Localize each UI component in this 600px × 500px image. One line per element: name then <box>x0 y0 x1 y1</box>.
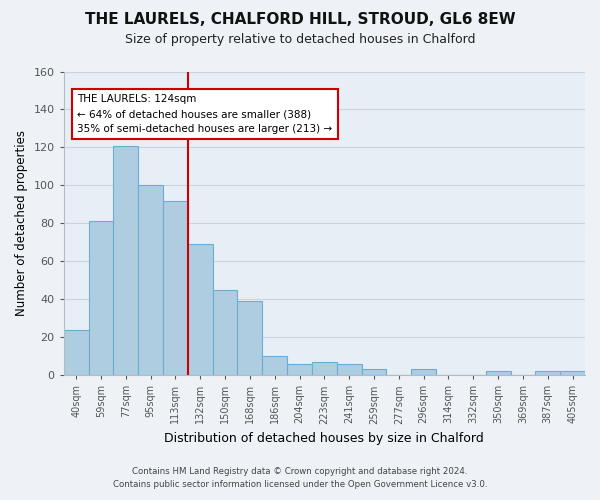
Bar <box>138 186 163 375</box>
Text: Contains HM Land Registry data © Crown copyright and database right 2024.: Contains HM Land Registry data © Crown c… <box>132 467 468 476</box>
Bar <box>411 370 436 375</box>
Bar <box>287 364 312 375</box>
Text: THE LAURELS: 124sqm
← 64% of detached houses are smaller (388)
35% of semi-detac: THE LAURELS: 124sqm ← 64% of detached ho… <box>77 94 332 134</box>
Bar <box>486 372 511 375</box>
Text: Size of property relative to detached houses in Chalford: Size of property relative to detached ho… <box>125 32 475 46</box>
Bar <box>64 330 89 375</box>
Bar <box>113 146 138 375</box>
Bar <box>560 372 585 375</box>
Bar <box>238 301 262 375</box>
Y-axis label: Number of detached properties: Number of detached properties <box>15 130 28 316</box>
Text: Contains public sector information licensed under the Open Government Licence v3: Contains public sector information licen… <box>113 480 487 489</box>
Text: THE LAURELS, CHALFORD HILL, STROUD, GL6 8EW: THE LAURELS, CHALFORD HILL, STROUD, GL6 … <box>85 12 515 28</box>
Bar <box>262 356 287 375</box>
Bar <box>535 372 560 375</box>
Bar <box>212 290 238 375</box>
X-axis label: Distribution of detached houses by size in Chalford: Distribution of detached houses by size … <box>164 432 484 445</box>
Bar <box>89 222 113 375</box>
Bar <box>188 244 212 375</box>
Bar <box>337 364 362 375</box>
Bar <box>362 370 386 375</box>
Bar <box>163 200 188 375</box>
Bar <box>312 362 337 375</box>
